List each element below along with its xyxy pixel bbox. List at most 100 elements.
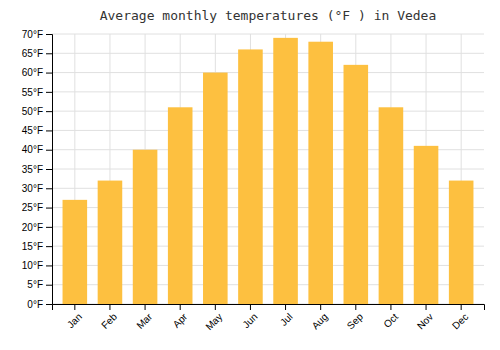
- tick: Mar: [134, 304, 154, 331]
- tick-mark: [109, 304, 110, 310]
- tick: Feb: [99, 304, 119, 331]
- tick-mark: [46, 304, 52, 305]
- tick-label: 15°F: [22, 241, 43, 252]
- tick-label: 0°F: [27, 299, 43, 310]
- tick-mark: [46, 169, 52, 170]
- tick-label: 10°F: [22, 260, 43, 271]
- tick: Apr: [171, 304, 190, 330]
- tick: Jul: [278, 304, 295, 328]
- grid-line: [52, 72, 484, 73]
- bar: [168, 107, 193, 304]
- tick-mark: [390, 304, 391, 310]
- tick: 60°F: [22, 67, 52, 78]
- tick-mark: [46, 227, 52, 228]
- grid-line: [52, 53, 484, 54]
- bar: [273, 38, 298, 304]
- tick: 55°F: [22, 87, 52, 98]
- tick-mark: [426, 304, 427, 310]
- grid-line: [52, 34, 484, 35]
- tick-mark: [46, 246, 52, 247]
- grid-line: [52, 91, 484, 92]
- bar: [379, 107, 404, 304]
- tick-mark: [46, 285, 52, 286]
- tick: 50°F: [22, 106, 52, 117]
- tick: May: [203, 304, 224, 332]
- tick-mark: [46, 208, 52, 209]
- bar: [203, 73, 228, 304]
- tick: Jun: [240, 304, 259, 330]
- tick-label: Aug: [310, 311, 330, 331]
- tick: Aug: [310, 304, 330, 331]
- tick-label: 5°F: [27, 279, 43, 290]
- bar: [449, 181, 474, 304]
- tick-label: 30°F: [22, 183, 43, 194]
- tick-label: 50°F: [22, 106, 43, 117]
- tick-mark: [46, 188, 52, 189]
- tick-mark: [215, 304, 216, 310]
- chart: 0°F5°F10°F15°F20°F25°F30°F35°F40°F45°F50…: [0, 0, 500, 350]
- tick: 70°F: [22, 29, 52, 40]
- tick-label: Nov: [415, 311, 435, 331]
- tick-label: Sep: [345, 311, 366, 332]
- tick: 0°F: [27, 299, 52, 310]
- title: Average monthly temperatures (°F ) in Ve…: [100, 8, 437, 23]
- bar: [133, 150, 158, 304]
- tick-label: 20°F: [22, 222, 43, 233]
- tick-label: 60°F: [22, 67, 43, 78]
- tick-mark: [46, 111, 52, 112]
- tick-label: 45°F: [22, 125, 43, 136]
- bar: [414, 146, 439, 304]
- tick-label: 40°F: [22, 144, 43, 155]
- tick-mark: [320, 304, 321, 310]
- bar: [63, 200, 88, 304]
- tick-label: May: [203, 311, 224, 332]
- tick-label: 70°F: [22, 29, 43, 40]
- x-axis: Jan Feb Mar Apr May Jun Jul Aug Sep Oct Nov Dec: [53, 304, 485, 332]
- tick-label: Mar: [134, 311, 154, 331]
- y-axis: 0°F5°F10°F15°F20°F25°F30°F35°F40°F45°F50…: [22, 29, 53, 310]
- tick: 30°F: [22, 183, 52, 194]
- tick-label: 55°F: [22, 87, 43, 98]
- grid: [52, 34, 484, 304]
- tick-mark: [74, 304, 75, 310]
- tick-mark: [46, 34, 52, 35]
- bars: [63, 38, 474, 304]
- tick-mark: [46, 130, 52, 131]
- grid-line: [52, 111, 484, 112]
- bar: [238, 49, 263, 304]
- tick-mark: [145, 304, 146, 310]
- tick: Dec: [450, 304, 470, 331]
- tick: 65°F: [22, 48, 52, 59]
- tick: Jan: [65, 304, 84, 330]
- tick-mark: [46, 92, 52, 93]
- tick: Sep: [345, 304, 366, 331]
- tick-mark: [461, 304, 462, 310]
- tick-label: 65°F: [22, 48, 43, 59]
- tick: 25°F: [22, 202, 52, 213]
- tick: 15°F: [22, 241, 52, 252]
- tick: Oct: [381, 304, 400, 330]
- plot: 0°F5°F10°F15°F20°F25°F30°F35°F40°F45°F50…: [22, 29, 485, 333]
- tick-mark: [46, 265, 52, 266]
- tick: 10°F: [22, 260, 52, 271]
- tick-mark: [250, 304, 251, 310]
- tick-label: Jun: [240, 311, 259, 330]
- tick-label: Jan: [65, 311, 84, 330]
- tick-mark: [46, 53, 52, 54]
- bar: [308, 42, 333, 304]
- tick-mark: [46, 150, 52, 151]
- tick-mark: [355, 304, 356, 310]
- tick: Nov: [415, 304, 435, 331]
- tick-label: Jul: [278, 311, 295, 328]
- tick-mark: [285, 304, 286, 310]
- grid-line: [52, 130, 484, 131]
- tick-mark: [46, 73, 52, 74]
- axis-line: [53, 305, 485, 311]
- tick-label: Dec: [450, 311, 470, 331]
- tick-label: Apr: [171, 311, 190, 330]
- tick: 20°F: [22, 222, 52, 233]
- tick-label: Feb: [99, 311, 119, 331]
- tick-label: Oct: [381, 311, 400, 330]
- tick: 5°F: [27, 279, 52, 290]
- axis-line: [46, 35, 53, 305]
